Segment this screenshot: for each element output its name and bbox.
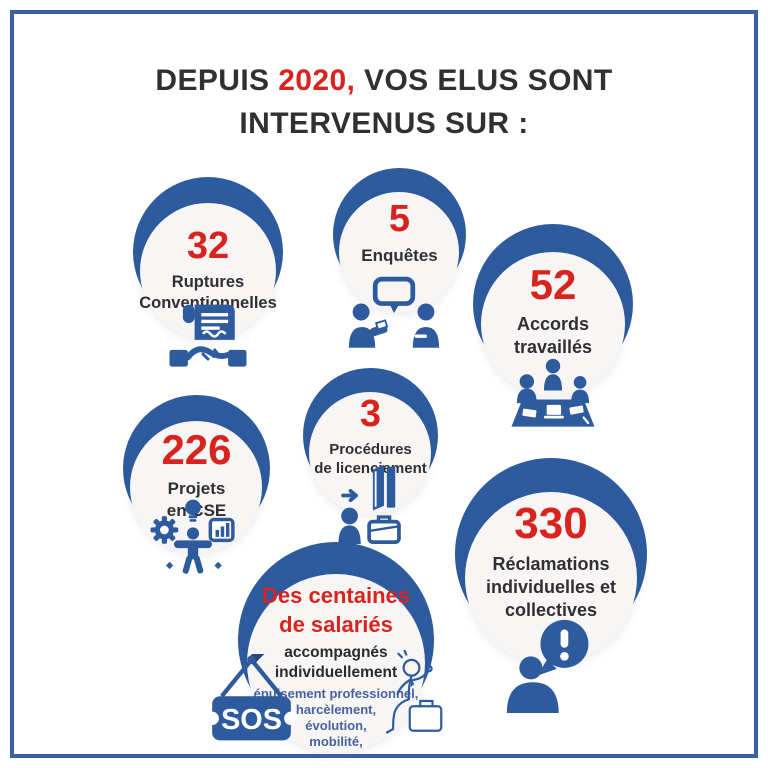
badge-salaries-accompagnes: Des centaines de salariés accompagnés in…: [206, 542, 443, 761]
badge-number: 226: [161, 426, 232, 473]
employee-leaving-icon: [338, 464, 401, 544]
badge-sub-line: individuellement: [274, 663, 398, 681]
badge-detail-line: ....: [329, 749, 343, 762]
sos-sign-label: SOS: [221, 704, 282, 736]
badge-label-line: Réclamations: [492, 554, 610, 574]
badge-label-line: Conventionnelles: [139, 294, 277, 313]
badge-label-line: de licenciement: [314, 460, 427, 478]
innovation-person-icon: [150, 499, 235, 574]
badge-detail-line: harcèlement,: [295, 701, 377, 717]
meeting-table-icon: [511, 358, 595, 427]
badge-number: 3: [359, 393, 382, 435]
sos-sign-icon: SOS: [206, 654, 298, 741]
badge-detail-line: mobilité,: [309, 733, 363, 749]
badge-label-line: collectives: [504, 600, 598, 621]
title-line-1: DEPUIS 2020, VOS ELUS SONT: [0, 60, 768, 103]
title-suffix: VOS ELUS SONT: [355, 64, 613, 97]
badge-label-line: Procédures: [329, 441, 412, 458]
badge-disc: [339, 192, 459, 312]
badge-detail-line: épuisement professionnel,: [253, 685, 419, 701]
interview-icon: [348, 276, 440, 348]
badge-label-line: Accords: [516, 314, 590, 334]
badge-sub-line: accompagnés: [284, 644, 388, 662]
contract-handshake-icon: [169, 304, 247, 367]
badge-disc: [309, 392, 431, 514]
badge-label-line: Projets: [167, 479, 226, 498]
badge-heading-line: de salariés: [279, 611, 393, 637]
sitting-person-icon: [385, 650, 443, 734]
title-line-2: INTERVENUS SUR :: [239, 106, 529, 140]
badge-number: 52: [529, 261, 577, 308]
badge-label-line: Ruptures: [171, 273, 245, 291]
badge-projets-cse: 226 Projets en CSE: [123, 395, 270, 630]
badge-label-line: Enquêtes: [361, 246, 438, 265]
badge-accords-travailles: 52 Accords travaillés: [473, 224, 633, 474]
badge-label-line: travaillés: [513, 337, 593, 358]
badge-reclamations: 330 Réclamations individuelles et collec…: [455, 458, 647, 718]
badge-number: 330: [514, 499, 588, 548]
page-title: DEPUIS 2020, VOS ELUS SONT INTERVENUS SU…: [0, 60, 768, 145]
badge-label-line: individuelles et: [485, 577, 617, 598]
title-prefix: DEPUIS: [155, 64, 279, 97]
title-year-highlight: 2020,: [278, 64, 356, 97]
complaint-person-icon: [506, 619, 589, 713]
badge-number: 32: [186, 225, 230, 267]
badge-heading-line: Des centaines: [262, 583, 410, 608]
badge-enquetes: 5 Enquêtes: [333, 168, 466, 398]
badge-detail-line: évolution,: [305, 717, 367, 733]
badge-ruptures-conventionnelles: 32 Ruptures Conventionnelles: [133, 177, 283, 417]
badge-procedures-licenciement: 3 Procédures de licenciement: [303, 368, 438, 598]
badge-number: 5: [388, 198, 411, 240]
